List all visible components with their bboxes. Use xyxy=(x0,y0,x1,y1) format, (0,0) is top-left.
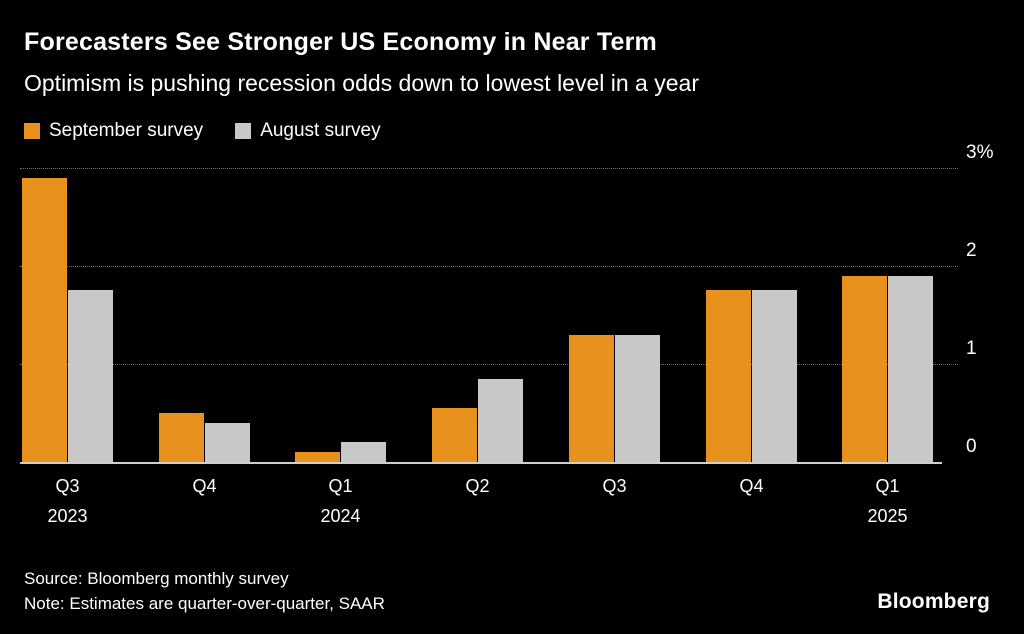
bloomberg-logo: Bloomberg xyxy=(877,590,990,613)
year-label-2024: 2024 xyxy=(320,506,361,526)
bar-august-2 xyxy=(341,442,386,462)
chart-legend: September survey August survey xyxy=(24,120,381,142)
bar-september-4 xyxy=(569,335,614,462)
bar-september-6 xyxy=(842,276,887,462)
bar-august-0 xyxy=(68,290,113,462)
bar-august-4 xyxy=(615,335,660,462)
category-label-3: Q2 xyxy=(465,476,490,496)
legend-swatch-september-icon xyxy=(24,123,40,139)
bar-august-5 xyxy=(752,290,797,462)
gridline-3 xyxy=(20,168,958,169)
category-label-4: Q3 xyxy=(602,476,627,496)
bar-august-1 xyxy=(205,423,250,462)
legend-item-september: September survey xyxy=(24,120,203,142)
legend-item-august: August survey xyxy=(235,120,381,142)
category-label-6: Q1 xyxy=(875,476,900,496)
source-text: Source: Bloomberg monthly survey xyxy=(24,569,289,588)
bar-september-1 xyxy=(159,413,204,462)
bar-september-3 xyxy=(432,408,477,462)
note-text: Note: Estimates are quarter-over-quarter… xyxy=(24,594,385,613)
year-label-2023: 2023 xyxy=(47,506,88,526)
y-tick-label-1: 1 xyxy=(966,338,977,359)
year-label-2025: 2025 xyxy=(867,506,908,526)
footer-text: Source: Bloomberg monthly survey Note: E… xyxy=(24,566,385,616)
gridline-1 xyxy=(20,364,958,365)
category-label-1: Q4 xyxy=(192,476,217,496)
gridline-2 xyxy=(20,266,958,267)
legend-swatch-august-icon xyxy=(235,123,252,139)
category-label-2: Q1 xyxy=(328,476,353,496)
legend-label-september: September survey xyxy=(49,120,204,141)
y-tick-label-3: 3% xyxy=(966,142,994,163)
legend-label-august: August survey xyxy=(260,120,381,141)
bar-september-0 xyxy=(22,178,67,462)
chart-subtitle: Optimism is pushing recession odds down … xyxy=(24,70,699,96)
category-label-5: Q4 xyxy=(739,476,764,496)
chart-title: Forecasters See Stronger US Economy in N… xyxy=(24,28,657,56)
plot-area: 0 1 2 3% Q3 2023 Q4 Q1 2024 Q2 Q3 Q4 Q1 2025 xyxy=(20,142,1024,526)
category-label-0: Q3 xyxy=(55,476,80,496)
bar-august-6 xyxy=(888,276,933,462)
y-tick-label-0: 0 xyxy=(966,436,977,457)
bar-september-2 xyxy=(295,452,340,462)
y-tick-label-2: 2 xyxy=(966,240,977,261)
x-axis-baseline xyxy=(20,462,942,464)
bar-september-5 xyxy=(706,290,751,462)
bar-august-3 xyxy=(478,379,523,462)
